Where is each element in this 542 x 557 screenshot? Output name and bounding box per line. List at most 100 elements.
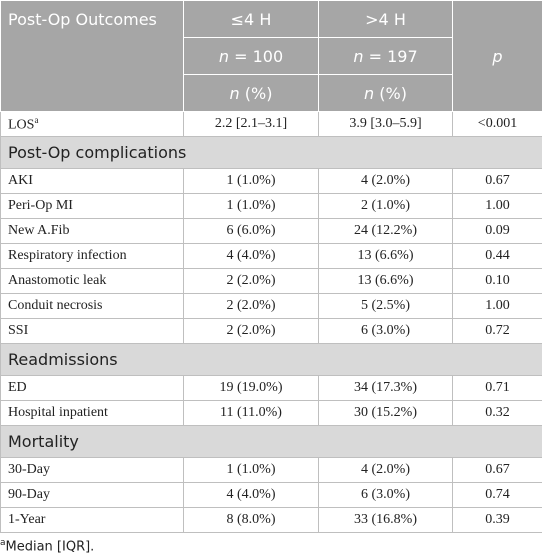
value: 0.72 xyxy=(485,323,510,338)
header-cell: Post-Op Outcomes xyxy=(0,0,184,112)
value-cell: 5 (2.5%) xyxy=(318,293,453,319)
data-row: Peri-Op MI 1 (1.0%) 2 (1.0%) 1.00 xyxy=(0,193,542,219)
row-label-cell: Hospital inpatient xyxy=(0,400,184,426)
row-label: Anastomotic leak xyxy=(8,273,107,288)
row-label-cell: New A.Fib xyxy=(0,218,184,244)
value: 13 (6.6%) xyxy=(357,248,414,263)
row-label: Hospital inpatient xyxy=(8,405,108,420)
row-label-cell: Conduit necrosis xyxy=(0,293,184,319)
p-label: p xyxy=(492,46,503,66)
value-cell: <0.001 xyxy=(452,111,542,137)
row-label-cell: 30-Day xyxy=(0,457,184,483)
value: 34 (17.3%) xyxy=(354,380,417,395)
value: 2.2 [2.1–3.1] xyxy=(214,116,288,131)
value: 4 (2.0%) xyxy=(361,462,410,477)
value: 6 (6.0%) xyxy=(226,223,276,238)
data-row: 90-Day 4 (4.0%) 6 (3.0%) 0.74 xyxy=(0,482,542,508)
group-label: ≤4 H xyxy=(230,9,272,29)
value-cell: 2 (2.0%) xyxy=(183,293,319,319)
data-row: Hospital inpatient 11 (11.0%) 30 (15.2%) 0.… xyxy=(0,400,542,426)
value-cell: 30 (15.2%) xyxy=(318,400,453,426)
section-row: Readmissions xyxy=(0,343,542,376)
value: 5 (2.5%) xyxy=(361,298,410,313)
value-cell: 0.67 xyxy=(452,168,542,194)
value-cell: 0.39 xyxy=(452,507,542,533)
data-row: 30-Day 1 (1.0%) 4 (2.0%) 0.67 xyxy=(0,457,542,483)
value-cell: 0.10 xyxy=(452,268,542,294)
value-cell: 6 (3.0%) xyxy=(318,318,453,344)
header-cell: ≤4 H xyxy=(183,0,319,38)
value: 0.67 xyxy=(485,173,510,188)
header-cell: >4 H xyxy=(318,0,453,38)
value-cell: 6 (6.0%) xyxy=(183,218,319,244)
value: <0.001 xyxy=(477,116,518,131)
value: 0.74 xyxy=(485,487,510,502)
value-cell: 33 (16.8%) xyxy=(318,507,453,533)
value-cell: 34 (17.3%) xyxy=(318,375,453,401)
section-cell: Post-Op complications xyxy=(0,136,542,169)
value: 0.32 xyxy=(485,405,510,420)
data-row: LOSa 2.2 [2.1–3.1] 3.9 [3.0–5.9] <0.001 xyxy=(0,111,542,137)
footnote-sup: a xyxy=(0,538,6,548)
value: 0.10 xyxy=(485,273,510,288)
row-label: Peri-Op MI xyxy=(8,198,73,213)
section-cell: Mortality xyxy=(0,425,542,458)
value: 13 (6.6%) xyxy=(357,273,414,288)
value-cell: 0.09 xyxy=(452,218,542,244)
value-cell: 0.67 xyxy=(452,457,542,483)
row-label: New A.Fib xyxy=(8,223,70,238)
value-cell: 1.00 xyxy=(452,193,542,219)
value: 2 (1.0%) xyxy=(361,198,410,213)
row-label: 1-Year xyxy=(8,512,46,527)
row-label: SSI xyxy=(8,323,29,338)
header-cell: n = 100 xyxy=(183,37,319,75)
value: 1.00 xyxy=(485,298,510,313)
value: 8 (8.0%) xyxy=(226,512,276,527)
header-row: n (%) n (%) xyxy=(1,74,542,112)
n-symbol: n xyxy=(218,46,229,66)
section-label: Mortality xyxy=(8,432,79,451)
value: 1 (1.0%) xyxy=(226,173,276,188)
n-symbol: n xyxy=(353,46,364,66)
row-label-cell: Anastomotic leak xyxy=(0,268,184,294)
header-cell: p xyxy=(452,0,542,112)
value-cell: 2 (2.0%) xyxy=(183,268,319,294)
value-cell: 1 (1.0%) xyxy=(183,457,319,483)
value: 2 (2.0%) xyxy=(226,323,276,338)
value: 6 (3.0%) xyxy=(361,487,410,502)
row-label-cell: 90-Day xyxy=(0,482,184,508)
unit: (%) xyxy=(244,83,273,103)
header-cell: n = 197 xyxy=(318,37,453,75)
value-cell: 4 (2.0%) xyxy=(318,457,453,483)
value-cell: 11 (11.0%) xyxy=(183,400,319,426)
data-row: Respiratory infection 4 (4.0%) 13 (6.6%) 0.… xyxy=(0,243,542,269)
data-row: AKI 1 (1.0%) 4 (2.0%) 0.67 xyxy=(0,168,542,194)
section-cell: Readmissions xyxy=(0,343,542,376)
value-cell: 0.71 xyxy=(452,375,542,401)
footnote-text: Median [IQR]. xyxy=(5,539,95,555)
row-label: AKI xyxy=(8,173,33,188)
row-label: 90-Day xyxy=(8,487,50,502)
value: 0.71 xyxy=(485,380,510,395)
value: 1.00 xyxy=(485,198,510,213)
value: 4 (4.0%) xyxy=(226,487,276,502)
value: 11 (11.0%) xyxy=(220,405,282,420)
value-cell: 0.32 xyxy=(452,400,542,426)
header-cell: n (%) xyxy=(318,74,453,112)
data-row: 1-Year 8 (8.0%) 33 (16.8%) 0.39 xyxy=(0,507,542,533)
value-cell: 3.9 [3.0–5.9] xyxy=(318,111,453,137)
value-cell: 4 (4.0%) xyxy=(183,243,319,269)
row-label: Respiratory infection xyxy=(8,248,127,263)
value-cell: 0.72 xyxy=(452,318,542,344)
n-value: = 100 xyxy=(234,46,284,66)
value: 0.09 xyxy=(485,223,510,238)
row-label: LOS xyxy=(8,117,35,133)
row-label-cell: AKI xyxy=(0,168,184,194)
row-label-cell: Respiratory infection xyxy=(0,243,184,269)
value-cell: 1 (1.0%) xyxy=(183,168,319,194)
value: 6 (3.0%) xyxy=(361,323,410,338)
section-row: Mortality xyxy=(0,425,542,458)
